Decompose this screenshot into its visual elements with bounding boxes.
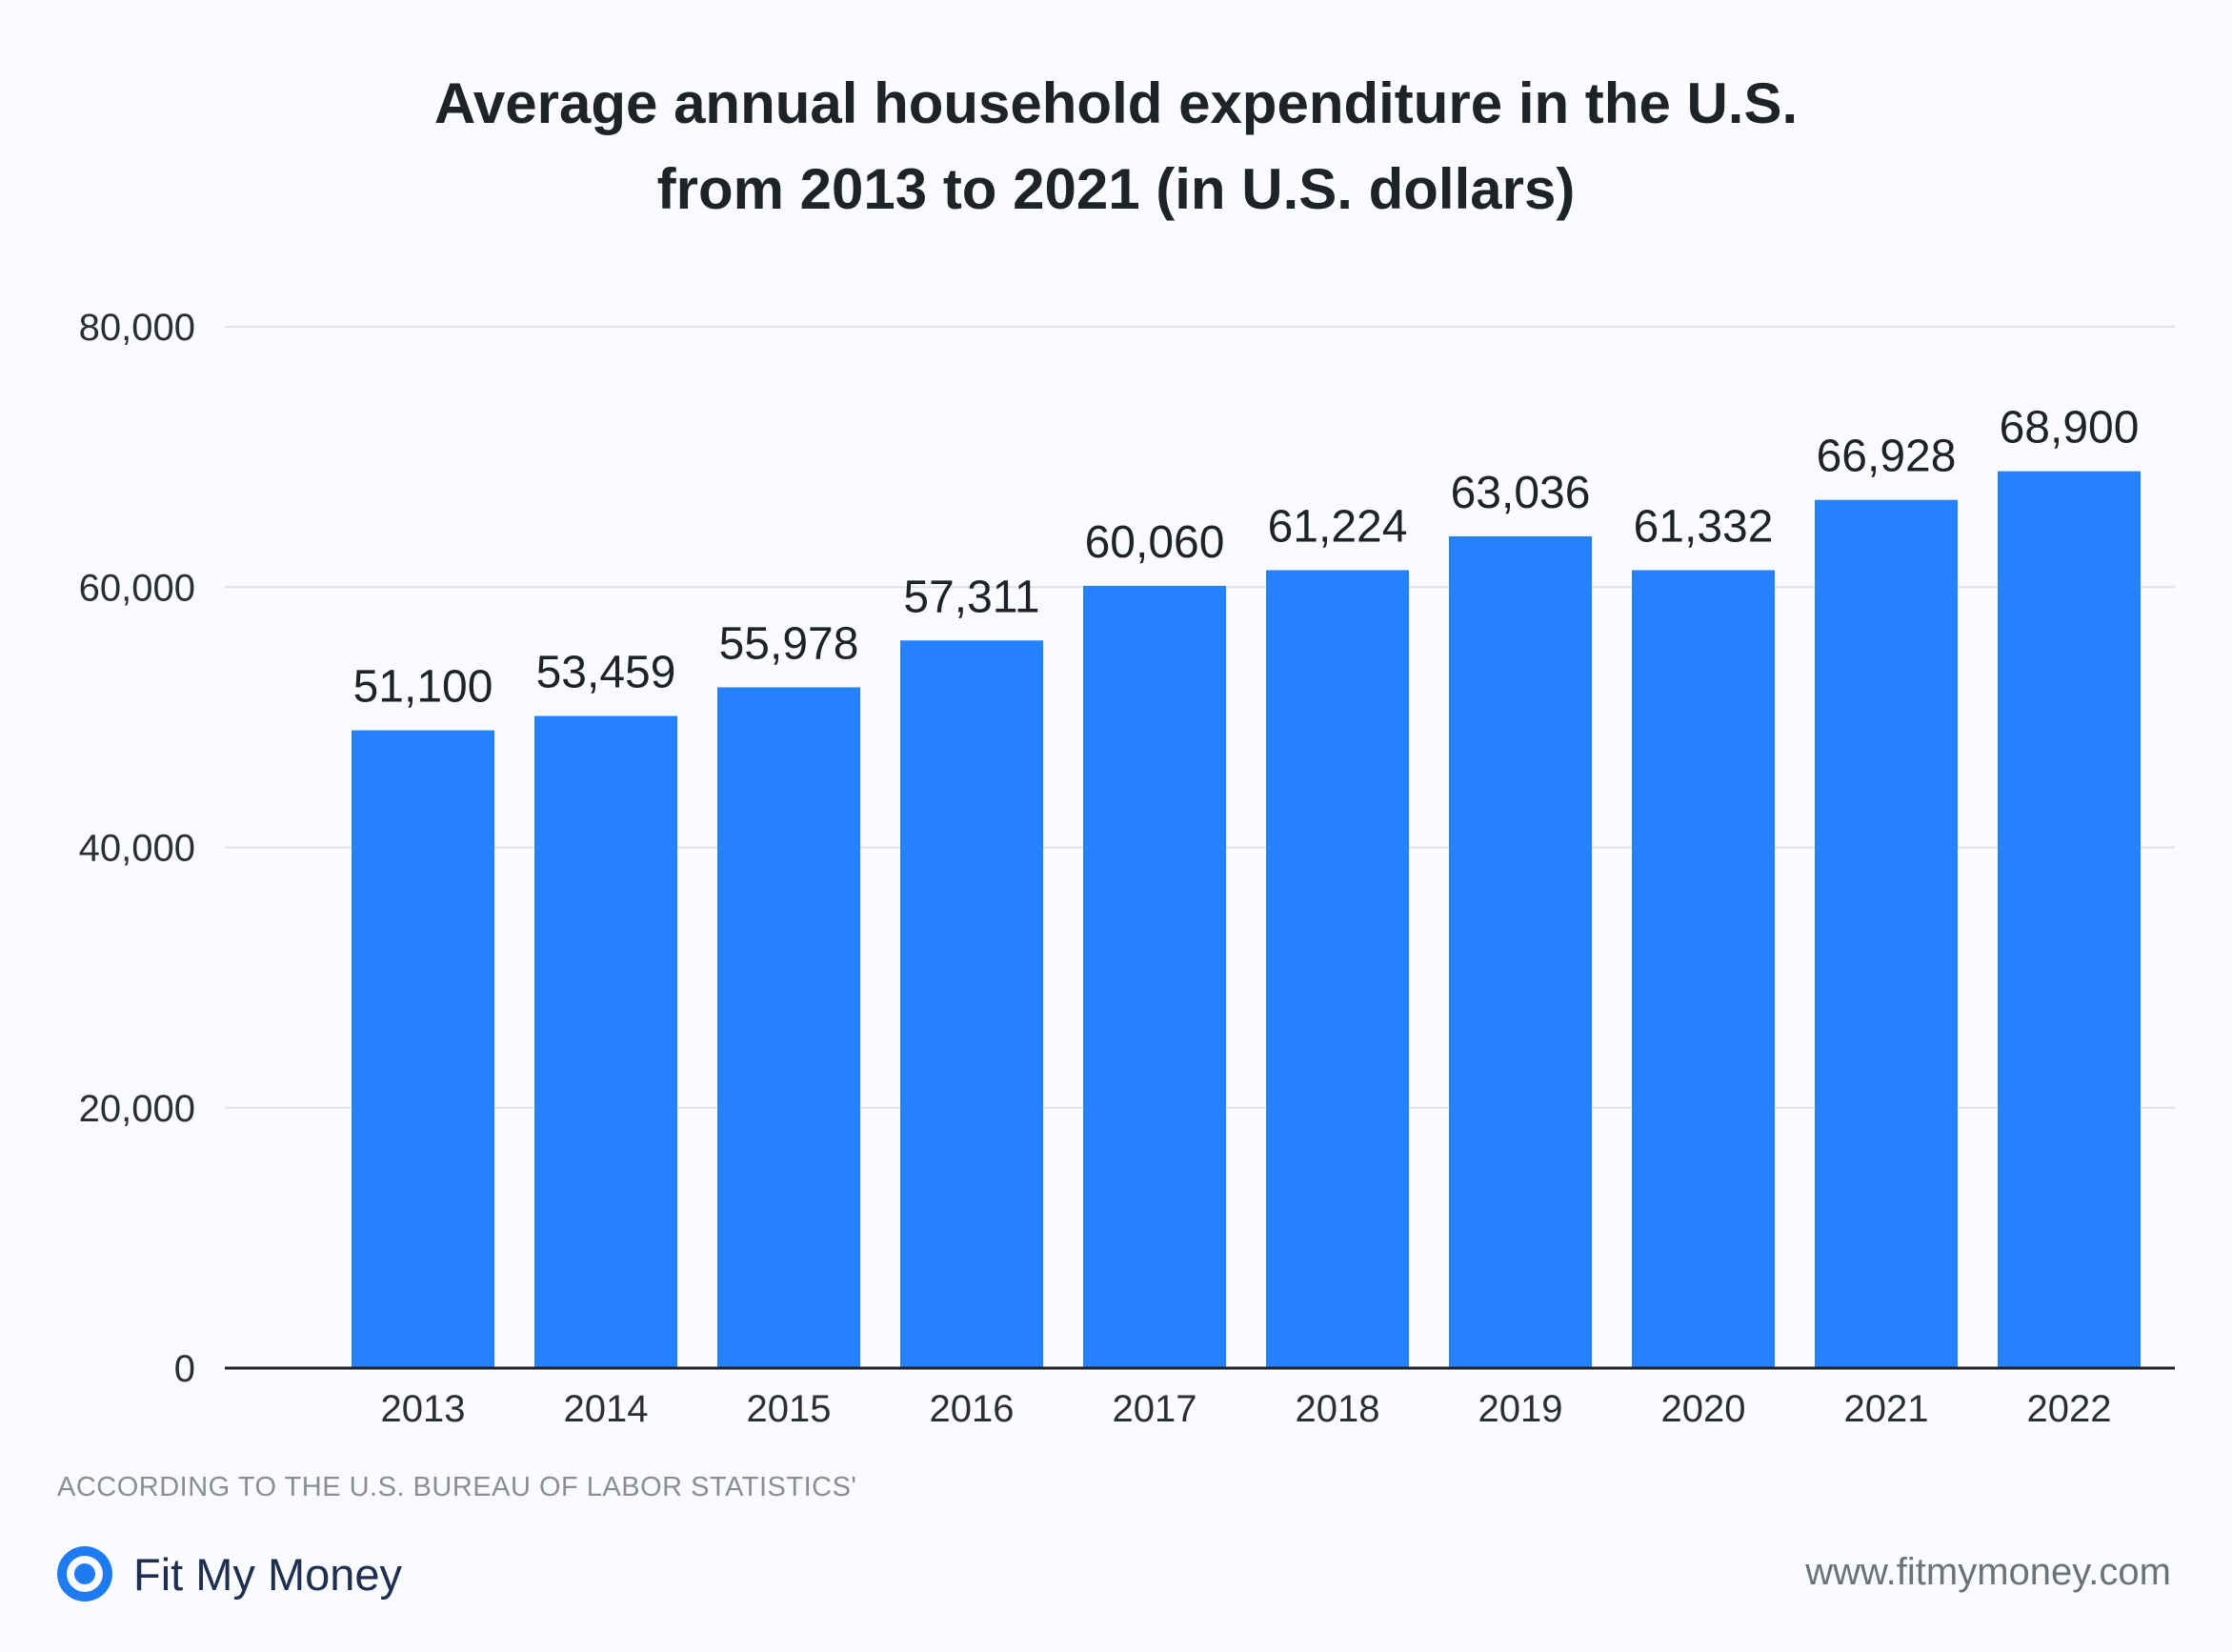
data-label-2016: 57,311	[903, 572, 1039, 622]
y-tick-label: 20,000	[79, 1088, 195, 1130]
data-label-2013: 51,100	[353, 662, 493, 713]
x-tick-label-2019: 2019	[1478, 1388, 1563, 1430]
y-tick-label: 60,000	[79, 567, 195, 609]
chart-title-line-2: from 2013 to 2021 (in U.S. dollars)	[656, 157, 1576, 221]
target-circle-icon	[57, 1546, 112, 1602]
x-tick-label-2014: 2014	[564, 1388, 649, 1430]
y-tick-label: 80,000	[79, 307, 195, 349]
data-labels: 51,100 53,459 55,978 57,311 60,060 61,224 63,0…	[353, 403, 2140, 713]
x-axis-tick-labels: 2013 2014 2015 2016 2017 2018 2019 2020 2021 2022	[381, 1388, 2112, 1430]
data-label-2017: 60,060	[1085, 517, 1225, 568]
y-axis-tick-labels: 0 20,000 40,000 60,000 80,000	[79, 307, 195, 1390]
data-label-2014: 53,459	[536, 648, 676, 698]
bar-2018	[1266, 570, 1409, 1368]
y-tick-label: 0	[174, 1348, 195, 1390]
x-tick-label-2020: 2020	[1661, 1388, 1746, 1430]
x-tick-label-2015: 2015	[747, 1388, 832, 1430]
data-label-2018: 61,224	[1268, 501, 1408, 552]
data-label-2015: 55,978	[719, 618, 859, 669]
data-label-2020: 61,332	[1634, 501, 1774, 552]
x-tick-label-2016: 2016	[930, 1388, 1015, 1430]
brand-name: Fit My Money	[133, 1548, 403, 1600]
brand-logo[interactable]: Fit My Money	[55, 1543, 402, 1604]
data-label-2019: 63,036	[1451, 468, 1591, 518]
x-tick-label-2018: 2018	[1296, 1388, 1380, 1430]
data-label-2021: 66,928	[1817, 432, 1957, 482]
bars	[352, 471, 2141, 1368]
x-tick-label-2021: 2021	[1844, 1388, 1929, 1430]
y-tick-label: 40,000	[79, 828, 195, 870]
x-tick-label-2013: 2013	[381, 1388, 466, 1430]
bar-2016	[900, 640, 1043, 1368]
bar-2019	[1449, 535, 1592, 1368]
bar-2014	[534, 715, 677, 1368]
bar-2022	[1998, 471, 2141, 1368]
data-label-2022: 68,900	[2000, 403, 2140, 453]
x-tick-label-2017: 2017	[1113, 1388, 1197, 1430]
website-url[interactable]: www.fitmymoney.com	[1805, 1551, 2171, 1593]
chart-title-line-1: Average annual household expenditure in …	[433, 71, 1799, 135]
bar-2013	[352, 730, 494, 1368]
source-note: ACCORDING TO THE U.S. BUREAU OF LABOR ST…	[57, 1472, 857, 1502]
bar-2020	[1632, 570, 1775, 1368]
bar-2015	[717, 687, 860, 1368]
chart-title: Average annual household expenditure in …	[0, 61, 2232, 232]
bar-2017	[1083, 585, 1226, 1368]
bar-2021	[1815, 499, 1958, 1368]
x-tick-label-2022: 2022	[2027, 1388, 2112, 1430]
